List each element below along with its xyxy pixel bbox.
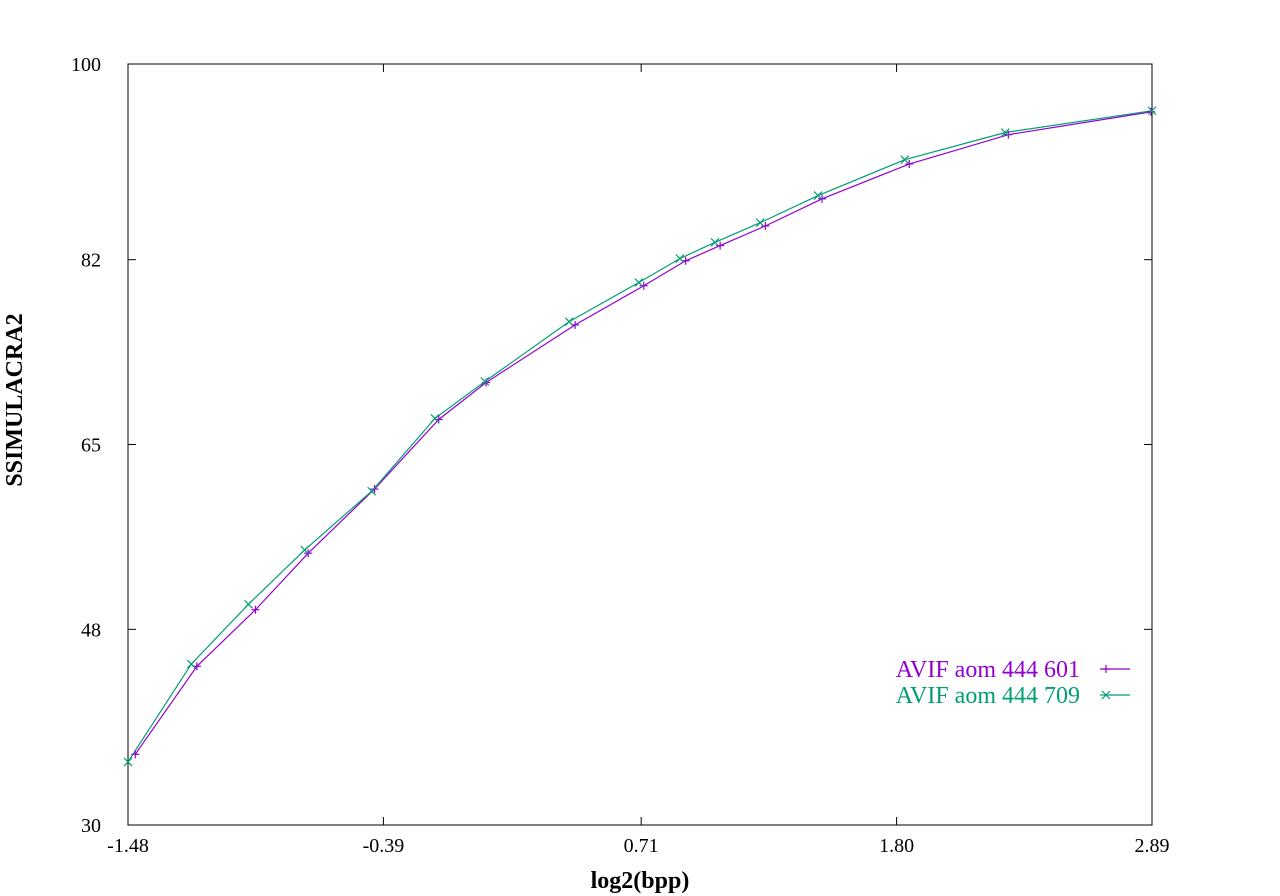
series-markers xyxy=(123,106,1157,767)
x-tick-label: -1.48 xyxy=(107,835,149,857)
y-tick-label: 48 xyxy=(81,619,101,641)
data-point xyxy=(716,241,725,250)
data-point xyxy=(639,281,648,290)
legend-marker xyxy=(1102,665,1110,673)
series-lines xyxy=(127,110,1153,763)
data-point xyxy=(1147,106,1157,116)
data-point xyxy=(251,605,260,614)
data-point xyxy=(186,659,196,669)
legend-label: AVIF aom 444 601 xyxy=(896,657,1080,683)
data-point-marker xyxy=(244,599,253,609)
data-point-marker xyxy=(813,191,823,200)
y-axis-title: SSIMULACRA2 xyxy=(2,313,28,486)
x-tick-label: 0.71 xyxy=(624,835,659,857)
data-point-marker xyxy=(123,757,133,767)
y-tick-label: 65 xyxy=(81,435,101,457)
legend-marker-stroke xyxy=(1101,690,1111,700)
data-point-marker xyxy=(710,237,720,247)
x-tick-label: 1.80 xyxy=(879,835,914,857)
data-point xyxy=(755,218,765,228)
y-tick-label: 30 xyxy=(81,815,101,837)
x-axis-title: log2(bpp) xyxy=(591,868,690,894)
data-point-marker xyxy=(367,486,377,496)
data-point xyxy=(905,160,914,169)
tick-labels: -1.48 -0.39 0.71 1.80 2.89 30 48 65 82 100 xyxy=(71,54,1170,857)
data-point-marker xyxy=(1000,128,1010,137)
data-point xyxy=(675,254,685,264)
data-point xyxy=(1000,128,1010,137)
data-point-marker xyxy=(564,317,574,327)
data-point xyxy=(131,750,140,759)
data-point xyxy=(367,486,377,496)
data-point xyxy=(564,317,574,327)
data-point-marker xyxy=(675,254,685,264)
data-point-marker xyxy=(634,278,644,287)
ticks xyxy=(127,63,1153,826)
data-point xyxy=(480,377,490,386)
data-point-marker xyxy=(300,545,310,555)
data-point-marker xyxy=(900,155,910,165)
data-point xyxy=(710,237,720,247)
data-point-marker xyxy=(480,377,490,386)
data-point xyxy=(634,278,644,287)
data-point xyxy=(1004,130,1013,139)
data-point xyxy=(900,155,910,165)
series-line-1 xyxy=(134,111,1152,755)
legend-label: AVIF aom 444 709 xyxy=(896,683,1080,709)
legend-marker xyxy=(1101,690,1111,700)
data-point xyxy=(761,221,770,230)
data-point-marker xyxy=(430,413,440,423)
data-point-marker xyxy=(755,218,765,228)
data-point xyxy=(681,256,690,265)
data-point xyxy=(123,757,133,767)
y-tick-label: 82 xyxy=(81,250,101,272)
data-point xyxy=(300,545,310,555)
x-tick-label: -0.39 xyxy=(363,835,405,857)
data-point-marker xyxy=(186,659,196,669)
y-tick-label: 100 xyxy=(71,54,101,76)
plot-frame xyxy=(127,63,1153,826)
data-point xyxy=(813,191,823,200)
data-point-marker xyxy=(1147,106,1157,116)
data-point xyxy=(430,413,440,423)
x-tick-label: 2.89 xyxy=(1135,835,1170,857)
data-point xyxy=(244,599,253,609)
series-line-2 xyxy=(127,110,1153,763)
